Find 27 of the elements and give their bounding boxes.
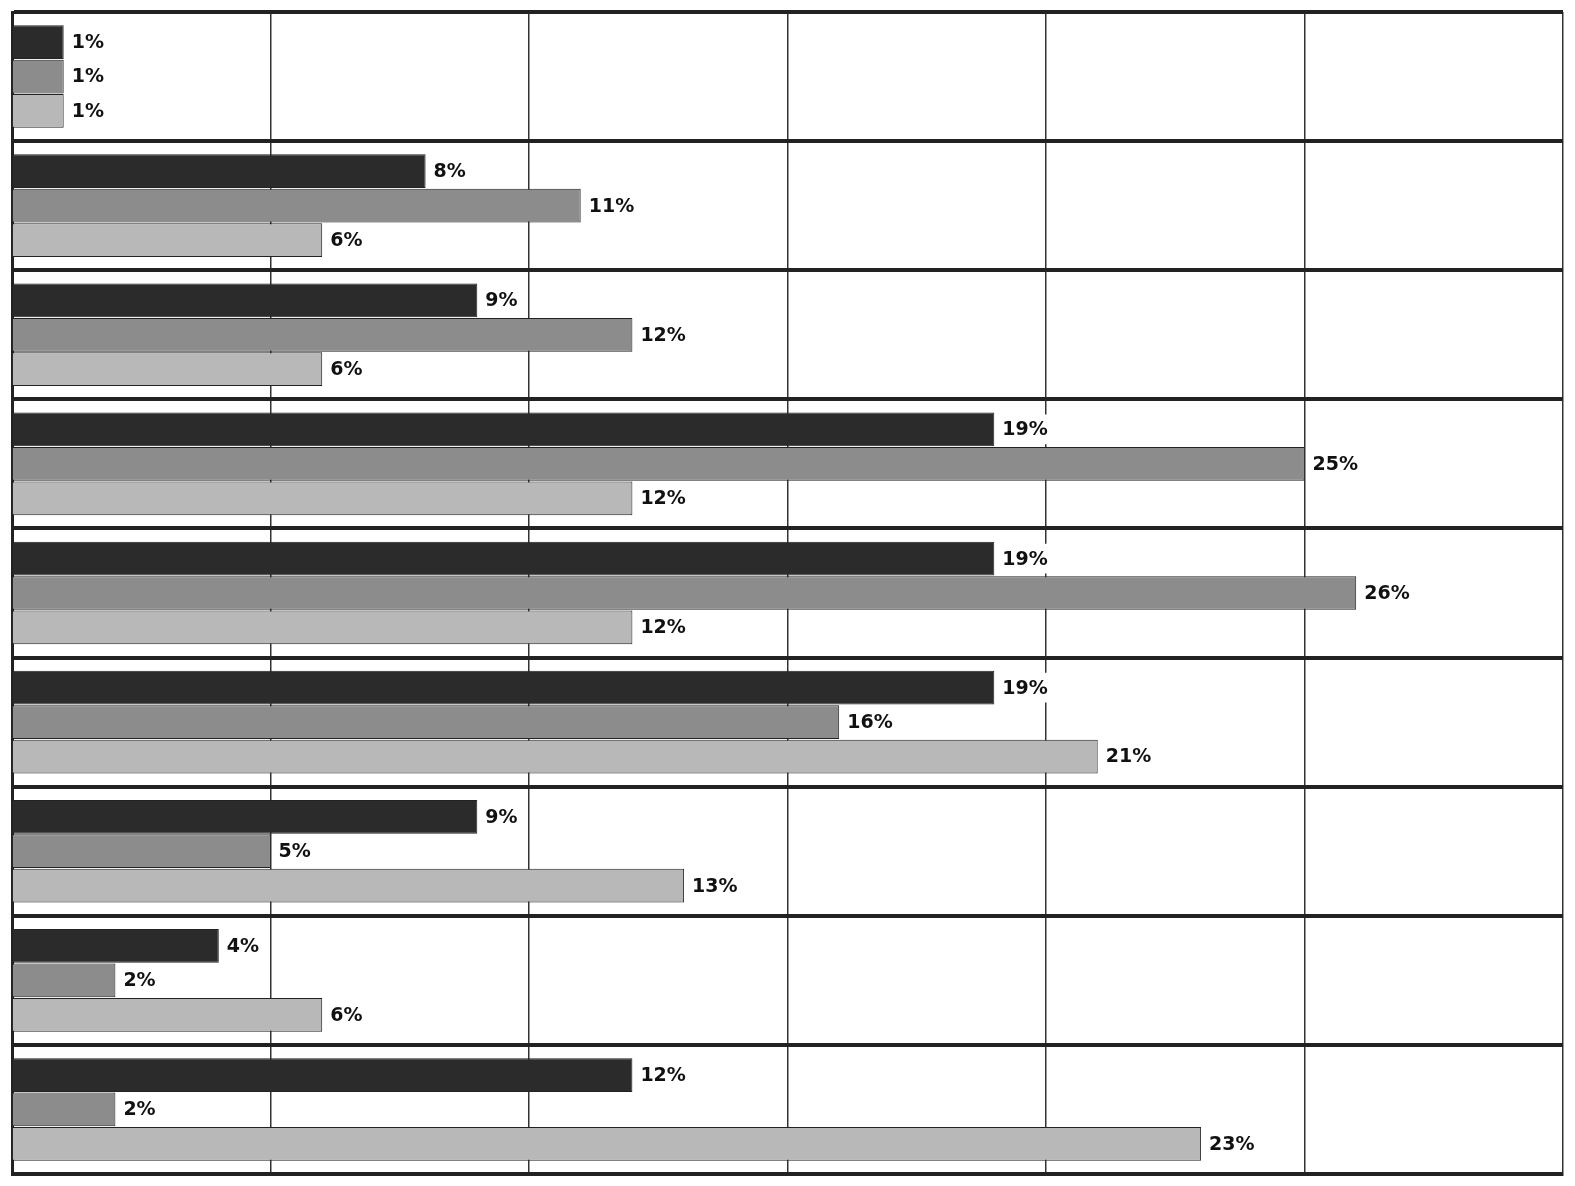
data-label: 16% (847, 710, 893, 733)
data-label: 2% (123, 968, 156, 991)
data-label: 6% (330, 357, 363, 380)
data-label: 9% (485, 288, 518, 311)
data-label: 19% (1002, 546, 1048, 569)
data-label: 12% (640, 1062, 686, 1085)
data-label: 13% (692, 873, 738, 896)
data-label: 12% (640, 486, 686, 509)
data-label: 23% (1209, 1131, 1255, 1154)
data-label: 1% (71, 30, 104, 53)
data-label: 19% (1002, 675, 1048, 698)
data-label: 2% (123, 1097, 156, 1120)
data-label: 9% (485, 804, 518, 827)
data-label: 19% (1002, 417, 1048, 440)
data-label: 12% (640, 322, 686, 345)
data-label: 1% (71, 98, 104, 121)
data-label: 21% (1105, 744, 1152, 767)
data-label: 5% (278, 839, 311, 862)
data-label: 6% (330, 228, 363, 251)
data-label: 4% (226, 933, 260, 956)
data-label: 1% (71, 64, 104, 87)
data-label: 6% (330, 1002, 363, 1025)
data-label: 25% (1312, 451, 1358, 474)
data-label: 11% (588, 193, 635, 216)
data-label: 12% (640, 615, 686, 638)
data-label: 8% (433, 159, 466, 182)
data-label: 26% (1364, 580, 1410, 603)
